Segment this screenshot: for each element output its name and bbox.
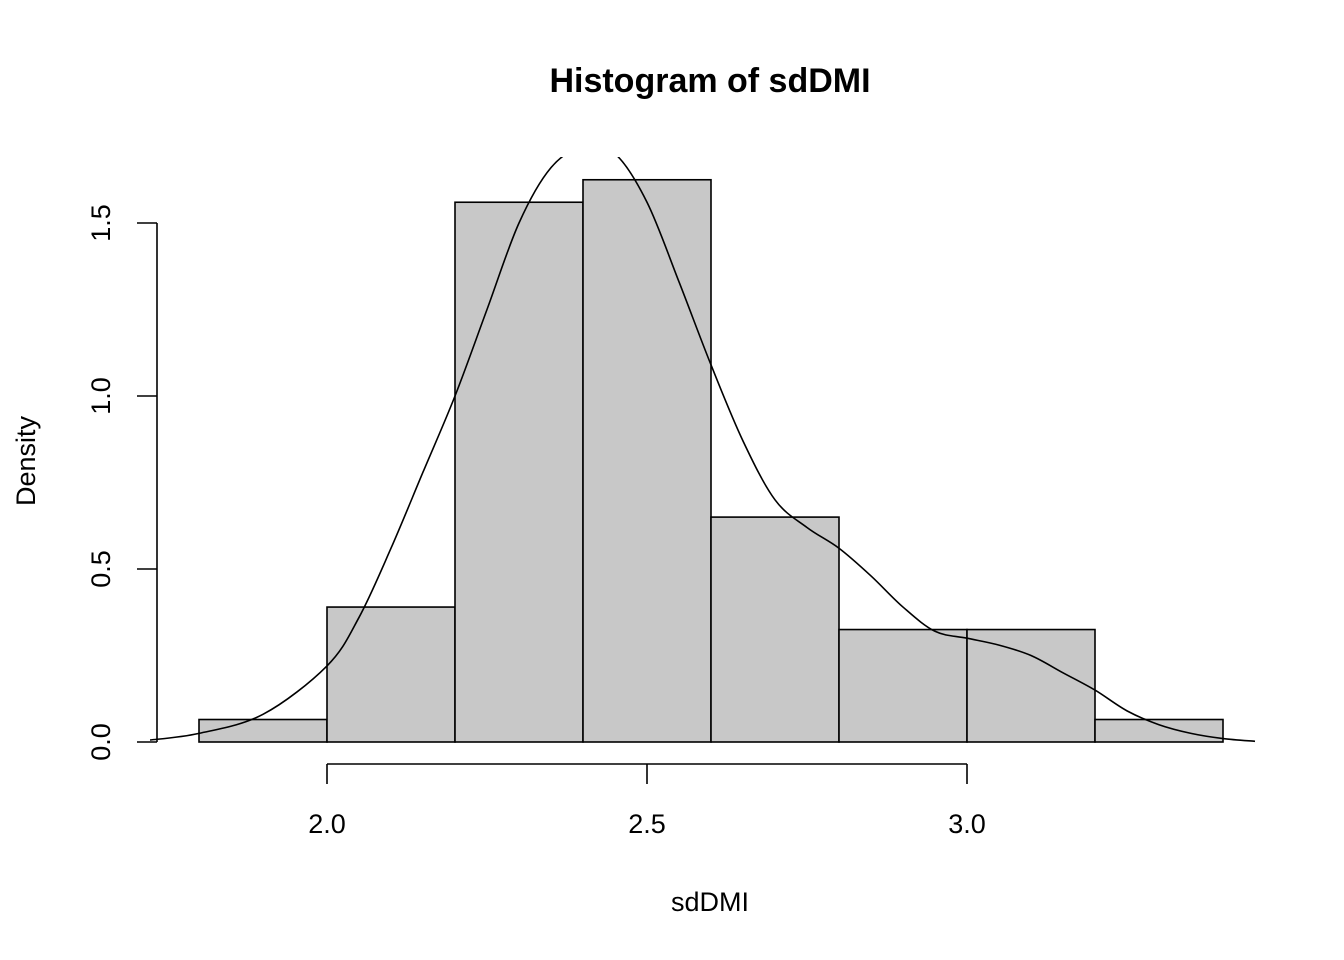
chart-title: Histogram of sdDMI <box>549 62 870 100</box>
x-tick-label: 2.0 <box>308 809 346 839</box>
histogram-bar-4 <box>582 178 712 743</box>
x-tick-label: 2.5 <box>628 809 666 839</box>
histogram-bar-2 <box>326 606 456 743</box>
histogram-bar-1 <box>198 718 328 743</box>
density-curve <box>150 157 1256 743</box>
y-tick-label: 1.5 <box>86 204 116 242</box>
histogram-bar-5 <box>710 516 840 743</box>
x-tick-label: 3.0 <box>948 809 986 839</box>
y-axis-label: Density <box>11 415 41 506</box>
bars-group <box>198 178 1224 743</box>
y-tick-label: 1.0 <box>86 377 116 415</box>
histogram-bar-8 <box>1094 718 1224 743</box>
histogram-bar-6 <box>838 628 968 743</box>
histogram-bar-7 <box>966 628 1096 743</box>
y-tick-label: 0.5 <box>86 550 116 588</box>
x-axis: 2.0 2.5 3.0 <box>308 763 986 839</box>
y-axis: 0.0 0.5 1.0 1.5 <box>86 204 158 761</box>
x-axis-label: sdDMI <box>671 887 749 917</box>
histogram-bar-3 <box>454 201 584 743</box>
y-tick-label: 0.0 <box>86 723 116 761</box>
